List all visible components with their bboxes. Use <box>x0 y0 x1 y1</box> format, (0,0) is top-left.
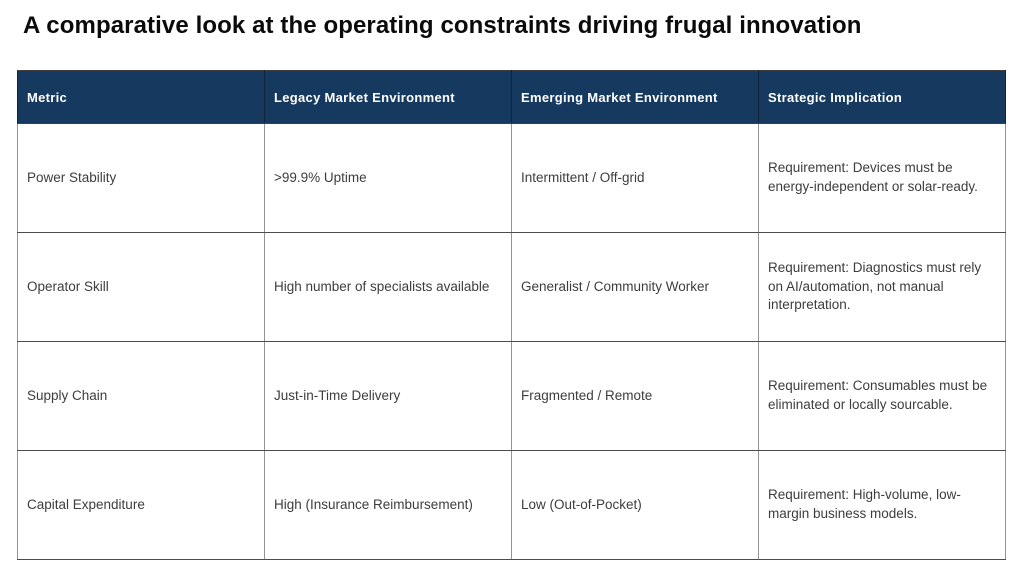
cell-metric: Supply Chain <box>17 341 265 451</box>
comparison-table: Metric Legacy Market Environment Emergin… <box>17 70 1006 560</box>
page-title: A comparative look at the operating cons… <box>23 12 862 39</box>
cell-legacy: High (Insurance Reimbursement) <box>264 450 512 560</box>
cell-implication: Requirement: High-volume, low-margin bus… <box>758 450 1006 560</box>
cell-metric: Power Stability <box>17 123 265 233</box>
cell-implication: Requirement: Diagnostics must rely on AI… <box>758 232 1006 342</box>
cell-legacy: High number of specialists available <box>264 232 512 342</box>
table-body: Power Stability >99.9% Uptime Intermitte… <box>17 123 1006 560</box>
table-row-supply-chain: Supply Chain Just-in-Time Delivery Fragm… <box>17 341 1006 451</box>
cell-emerging: Intermittent / Off-grid <box>511 123 759 233</box>
column-header-strategic-implication: Strategic Implication <box>758 70 1006 124</box>
header-row: Metric Legacy Market Environment Emergin… <box>17 70 1006 124</box>
cell-emerging: Generalist / Community Worker <box>511 232 759 342</box>
cell-implication: Requirement: Consumables must be elimina… <box>758 341 1006 451</box>
table-row-power-stability: Power Stability >99.9% Uptime Intermitte… <box>17 123 1006 233</box>
column-header-emerging-market: Emerging Market Environment <box>511 70 759 124</box>
cell-emerging: Low (Out-of-Pocket) <box>511 450 759 560</box>
column-header-legacy-market: Legacy Market Environment <box>264 70 512 124</box>
cell-metric: Operator Skill <box>17 232 265 342</box>
cell-emerging: Fragmented / Remote <box>511 341 759 451</box>
cell-metric: Capital Expenditure <box>17 450 265 560</box>
table-header: Metric Legacy Market Environment Emergin… <box>17 70 1006 124</box>
table-row-capital-expenditure: Capital Expenditure High (Insurance Reim… <box>17 450 1006 560</box>
cell-implication: Requirement: Devices must be energy-inde… <box>758 123 1006 233</box>
column-header-metric: Metric <box>17 70 265 124</box>
cell-legacy: >99.9% Uptime <box>264 123 512 233</box>
cell-legacy: Just-in-Time Delivery <box>264 341 512 451</box>
table-row-operator-skill: Operator Skill High number of specialist… <box>17 232 1006 342</box>
